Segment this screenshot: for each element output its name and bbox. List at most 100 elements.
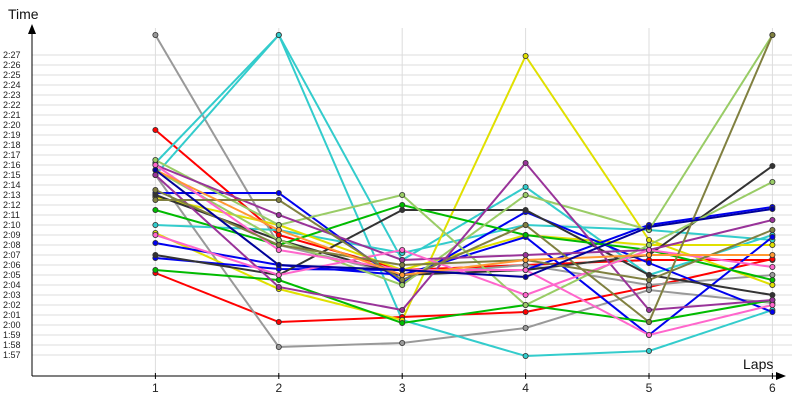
series-line — [154, 189, 773, 282]
y-tick-label: 2:25 — [3, 70, 21, 80]
data-point — [275, 189, 282, 196]
x-tick-label: 6 — [769, 381, 776, 395]
data-point — [769, 226, 776, 233]
data-point — [152, 196, 159, 203]
data-point — [646, 259, 653, 266]
y-tick-label: 1:59 — [3, 330, 21, 340]
data-point — [522, 256, 529, 263]
series-line — [155, 164, 773, 262]
data-point — [769, 178, 776, 185]
data-point — [522, 159, 529, 166]
data-point — [769, 162, 776, 169]
data-point — [522, 191, 529, 198]
y-tick-label: 2:24 — [3, 80, 21, 90]
y-tick-label: 2:19 — [3, 130, 21, 140]
series-line — [154, 33, 773, 358]
data-point — [152, 32, 159, 39]
data-point — [275, 283, 282, 290]
data-point — [522, 273, 529, 280]
y-tick-label: 2:02 — [3, 300, 21, 310]
data-point — [275, 226, 282, 233]
data-point — [152, 191, 159, 198]
y-tick-label: 2:13 — [3, 190, 21, 200]
data-point — [152, 266, 159, 273]
series-line — [154, 159, 773, 307]
data-point — [522, 352, 529, 359]
data-point — [646, 331, 653, 338]
data-point — [769, 241, 776, 248]
series-line — [155, 209, 773, 296]
data-point — [646, 241, 653, 248]
y-tick-label: 2:21 — [3, 110, 21, 120]
series-markers — [152, 32, 776, 359]
y-tick-label: 2:12 — [3, 200, 21, 210]
y-tick-label: 2:01 — [3, 310, 21, 320]
y-tick-label: 2:11 — [3, 210, 20, 220]
data-point — [152, 171, 159, 178]
data-point — [646, 281, 653, 288]
data-point — [152, 127, 159, 134]
data-point — [769, 216, 776, 223]
y-tick-labels: 1:571:581:592:002:012:022:032:042:052:06… — [3, 50, 21, 360]
data-point — [275, 236, 282, 243]
data-point — [522, 308, 529, 315]
data-point — [522, 301, 529, 308]
data-point — [399, 266, 406, 273]
data-point — [522, 53, 529, 60]
data-point — [152, 221, 159, 228]
data-point — [769, 205, 776, 212]
y-axis-arrow — [28, 24, 36, 34]
y-tick-label: 2:04 — [3, 280, 21, 290]
data-point — [522, 324, 529, 331]
data-point — [646, 271, 653, 278]
y-tick-label: 2:27 — [3, 50, 21, 60]
data-point — [399, 246, 406, 253]
data-point — [275, 221, 282, 228]
y-tick-label: 2:16 — [3, 160, 21, 170]
data-point — [522, 231, 529, 238]
series-line — [155, 269, 773, 325]
data-point — [275, 211, 282, 218]
data-point — [646, 236, 653, 243]
y-tick-label: 2:17 — [3, 150, 21, 160]
y-tick-label: 2:05 — [3, 270, 21, 280]
series-line — [155, 34, 774, 324]
x-tick-label: 4 — [522, 381, 529, 395]
x-tick-labels: 1 2 3 4 5 6 — [152, 381, 776, 395]
data-point — [152, 251, 159, 258]
axes — [28, 24, 786, 380]
y-tick-label: 2:06 — [3, 260, 21, 270]
data-point — [646, 251, 653, 258]
data-point — [646, 286, 653, 293]
data-point — [769, 251, 776, 258]
data-point — [646, 246, 653, 253]
data-point — [152, 231, 159, 238]
y-tick-label: 2:23 — [3, 90, 21, 100]
data-point — [769, 233, 776, 240]
data-point — [646, 276, 653, 283]
data-point — [769, 32, 776, 39]
data-point — [646, 306, 653, 313]
data-point — [399, 261, 406, 268]
data-point — [399, 281, 406, 288]
y-tick-label: 2:18 — [3, 140, 21, 150]
series-lines — [154, 33, 774, 358]
data-point — [152, 206, 159, 213]
data-point — [769, 263, 776, 270]
data-point — [152, 239, 159, 246]
data-point — [646, 223, 653, 230]
series-line — [154, 169, 773, 277]
x-axis-title: Laps — [743, 356, 773, 372]
y-tick-label: 2:10 — [3, 220, 21, 230]
x-tick-label: 5 — [646, 381, 653, 395]
data-point — [522, 183, 529, 190]
data-point — [646, 347, 653, 354]
data-point — [399, 201, 406, 208]
data-point — [152, 186, 159, 193]
data-point — [152, 166, 159, 173]
x-tick-label: 2 — [275, 381, 282, 395]
series-line — [154, 174, 773, 349]
x-tick-label: 1 — [152, 381, 159, 395]
